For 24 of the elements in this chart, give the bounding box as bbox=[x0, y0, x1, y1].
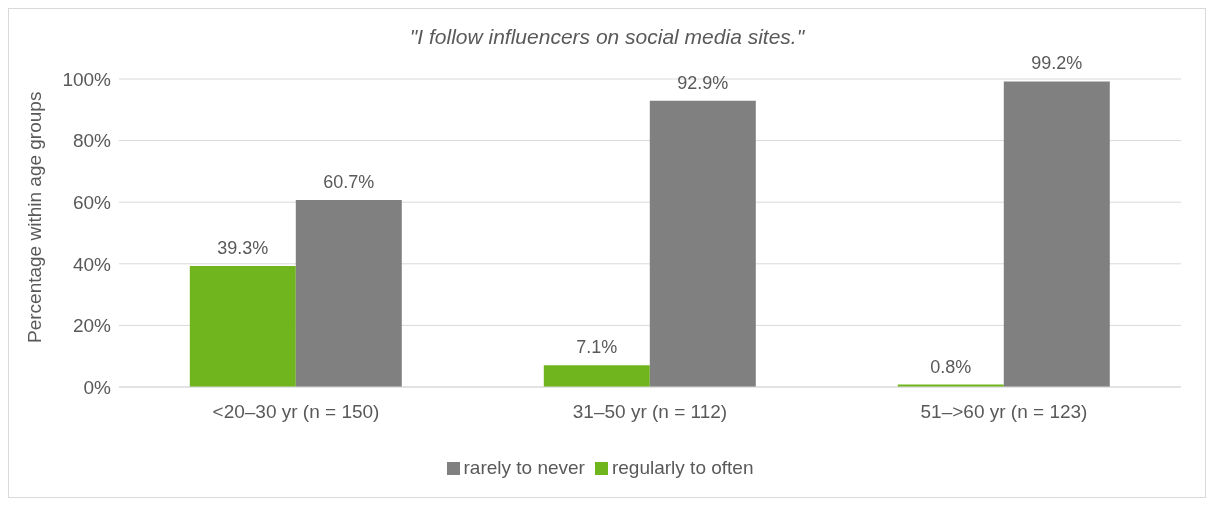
legend-label: rarely to never bbox=[463, 457, 585, 478]
y-tick-label: 80% bbox=[72, 130, 112, 152]
data-label: 7.1% bbox=[576, 337, 618, 358]
chart-title: "I follow influencers on social media sites." bbox=[408, 25, 806, 49]
x-tick-label: <20–30 yr (n = 150) bbox=[212, 401, 380, 423]
x-tick-label: 51–>60 yr (n = 123) bbox=[920, 401, 1088, 423]
data-label: 60.7% bbox=[323, 172, 375, 193]
y-tick-label: 20% bbox=[72, 315, 112, 337]
y-axis-title: Percentage within age groups bbox=[23, 91, 45, 343]
x-tick-label: 31–50 yr (n = 112) bbox=[572, 401, 728, 423]
bar bbox=[189, 265, 296, 387]
bar bbox=[543, 365, 650, 387]
data-label: 92.9% bbox=[677, 72, 729, 93]
bar bbox=[649, 100, 756, 387]
bar bbox=[1003, 81, 1110, 387]
data-label: 0.8% bbox=[930, 356, 972, 377]
y-tick-label: 60% bbox=[72, 191, 112, 213]
legend-label: regularly to often bbox=[611, 457, 754, 478]
data-label: 39.3% bbox=[217, 237, 269, 258]
data-label: 99.2% bbox=[1031, 53, 1083, 74]
bar bbox=[295, 200, 402, 387]
y-tick-label: 40% bbox=[72, 253, 112, 275]
y-tick-label: 0% bbox=[83, 376, 112, 398]
y-tick-label: 100% bbox=[62, 68, 112, 90]
